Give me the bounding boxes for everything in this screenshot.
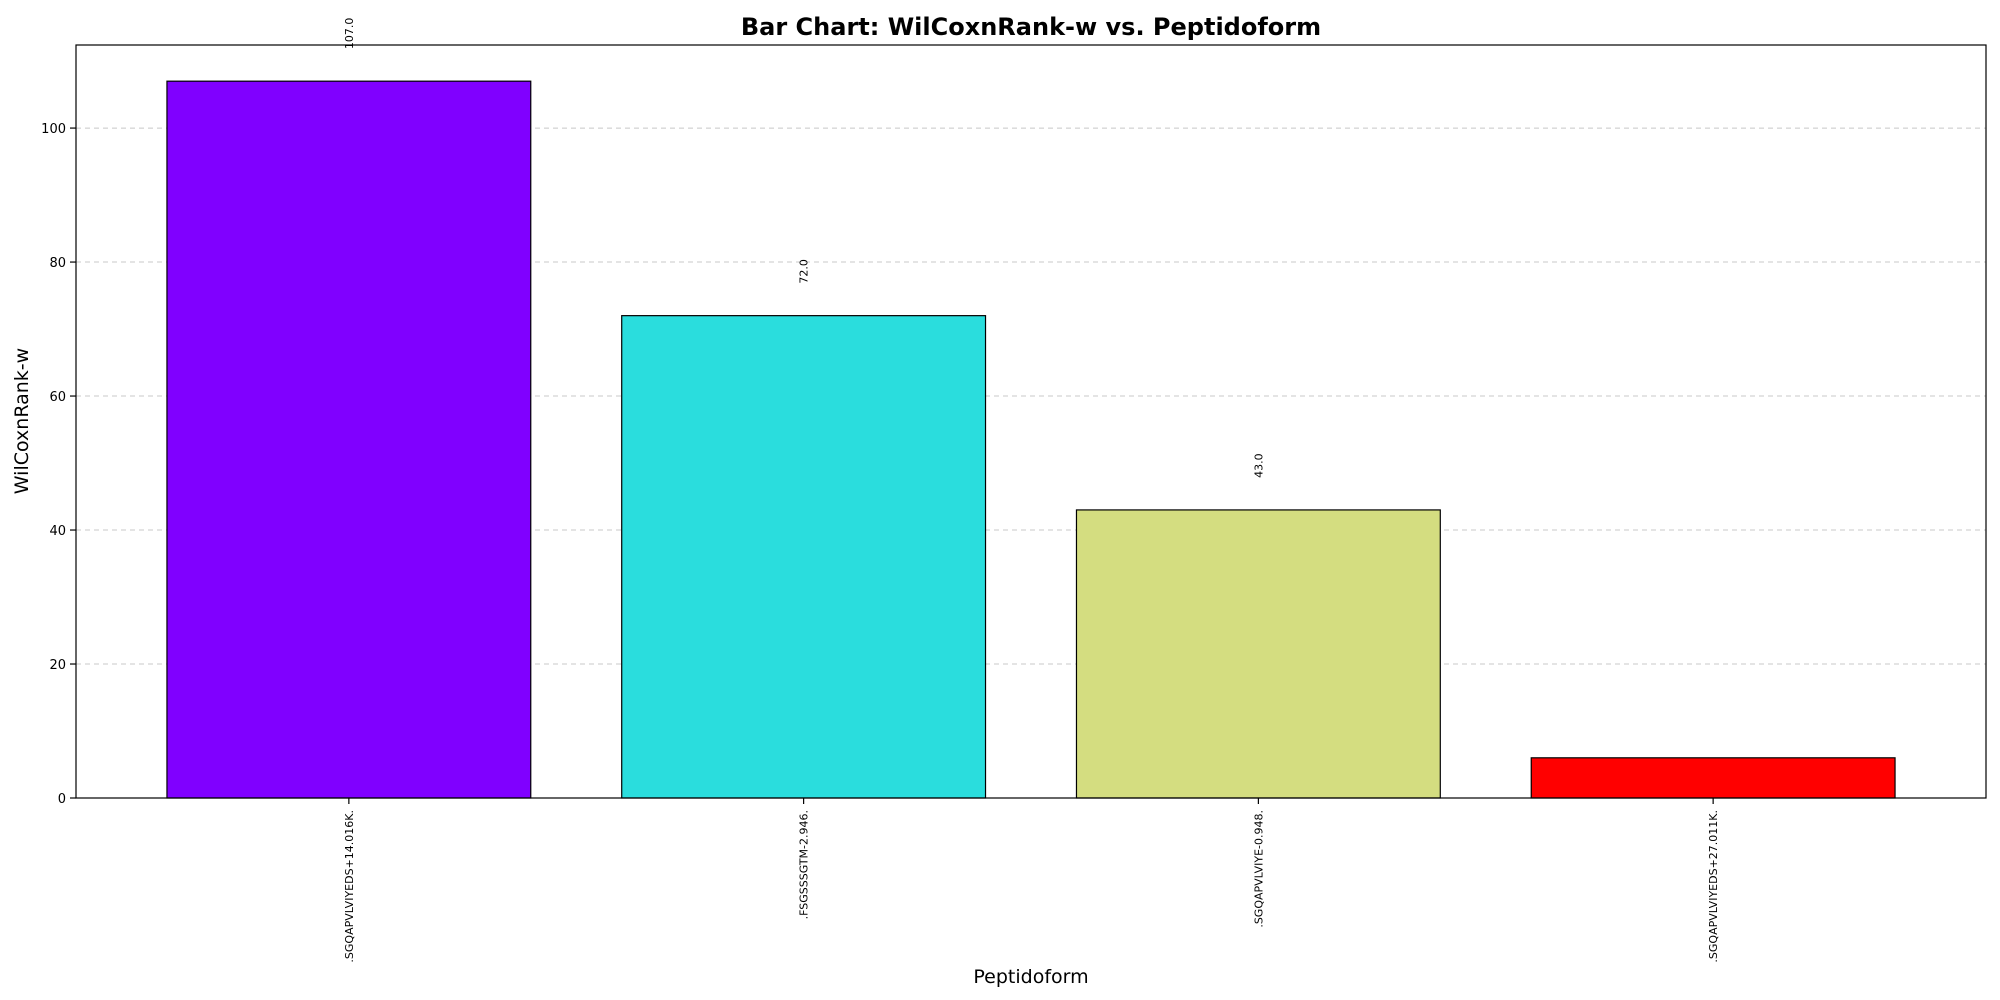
y-axis: 0 20 40 60 80 100 — [41, 122, 76, 807]
bar-value-label: 43.0 — [1252, 453, 1265, 478]
bar — [621, 315, 987, 799]
bar — [1075, 509, 1441, 799]
x-tick-label: .SGQAPVLVIYEDS+14.016K. — [343, 810, 356, 963]
bar — [1530, 757, 1896, 799]
y-axis-label: WilCoxnRank-w — [11, 348, 33, 494]
x-tick-label: .SGQAPVLVIYEDS+27.011K. — [1707, 810, 1720, 963]
bar-value-label: 107.0 — [343, 18, 356, 50]
x-axis: .SGQAPVLVIYEDS+14.016K. .FSGSSSGTM-2.946.… — [343, 798, 1720, 963]
data-labels: 107.0 72.0 43.0 — [343, 18, 1266, 478]
x-tick-label: .SGQAPVLVIYE-0.948. — [1252, 810, 1265, 928]
y-tick-label: 60 — [49, 390, 66, 405]
plot-area-frame — [75, 44, 1987, 799]
chart-title: Bar Chart: WilCoxnRank-w vs. Peptidoform — [741, 13, 1321, 41]
bar — [166, 80, 532, 799]
y-tick-label: 0 — [58, 792, 66, 807]
x-tick-label: .FSGSSSGTM-2.946. — [798, 810, 811, 919]
x-axis-label: Peptidoform — [973, 966, 1088, 988]
y-tick-label: 80 — [49, 256, 66, 271]
bar-value-label: 72.0 — [798, 259, 811, 284]
y-tick-label: 100 — [41, 122, 66, 137]
bars — [166, 80, 1896, 799]
y-tick-label: 40 — [49, 524, 66, 539]
y-tick-label: 20 — [49, 658, 66, 673]
